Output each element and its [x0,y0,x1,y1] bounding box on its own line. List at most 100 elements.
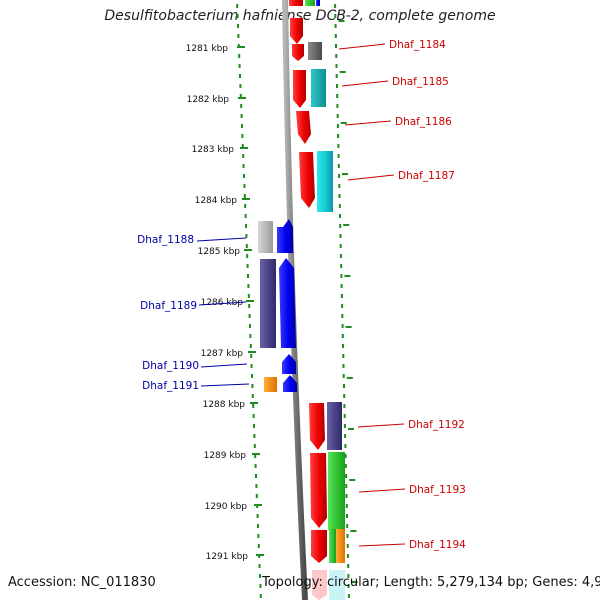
gene-label-dhaf-1184: Dhaf_1184 [389,39,446,51]
ruler-tick [255,484,258,488]
kbp-label: 1288 kbp [203,400,246,410]
ruler-tick [253,424,255,428]
ruler-tick [344,464,347,468]
ruler-tick [347,574,350,578]
ruler-tick [243,194,246,198]
ruler-tick [345,504,348,508]
ruler-major-tick [338,20,345,22]
kbp-label: 1284 kbp [195,196,238,206]
ruler-tick [341,324,344,328]
ruler-tick [336,84,338,88]
ruler-tick [345,484,348,488]
ruler-tick [337,154,340,158]
kbp-label: 1281 kbp [186,44,229,54]
ruler-tick [239,74,241,78]
ruler-major-tick [346,377,353,379]
ruler-tick [236,4,239,8]
ruler-tick [237,34,240,38]
ruler-tick [339,254,342,258]
ruler-tick [338,204,341,208]
kbp-label: 1286 kbp [201,298,244,308]
ruler-tick [344,444,347,448]
ruler-tick [256,514,259,518]
gene-arrow-dhaf-1189 [279,258,296,348]
ruler-tick [245,224,247,228]
gene-feature [329,529,336,563]
kbp-label: 1291 kbp [206,552,249,562]
ruler-tick [247,284,250,288]
ruler-tick [346,554,349,558]
gene-arrow-dhaf-1194 [311,530,327,563]
kbp-tick-1284: 1284 kbp [195,196,250,206]
ruler-tick [259,574,261,578]
ruler-tick [341,314,344,318]
gene-label-dhaf-1190: Dhaf_1190 [142,360,199,372]
ruler-tick [336,114,339,118]
ruler-tick [342,344,344,348]
kbp-tick-1283: 1283 kbp [192,145,248,155]
ruler-tick [347,564,350,568]
accession-label: Accession: NC_011830 [8,575,156,590]
ruler-tick [249,324,251,328]
ruler-tick [252,404,255,408]
ruler-tick [258,564,261,568]
ruler-tick [255,494,258,498]
gene-label-dhaf-1192: Dhaf_1192 [408,419,465,431]
ruler-tick [343,394,346,398]
gene-feature [317,151,333,212]
ruler-tick [246,264,249,268]
ruler-tick [241,134,244,138]
ruler-tick [334,34,337,38]
gene-label-dhaf-1188: Dhaf_1188 [137,234,194,246]
ruler-tick [251,374,253,378]
ruler-tick [336,104,339,108]
ruler-major-tick [345,326,352,328]
kbp-label: 1285 kbp [198,247,241,257]
ruler-tick [344,434,347,438]
ruler-tick [245,244,248,248]
ruler-major-tick [343,224,350,226]
genome-summary: Topology: circular; Length: 5,279,134 bp… [262,575,600,590]
gene-label-dhaf-1191: Dhaf_1191 [142,380,199,392]
gene-feature [328,452,345,530]
kbp-tick-1291: 1291 kbp [206,552,264,562]
ruler-tick [242,164,245,168]
ruler-tick [339,224,342,228]
ruler-tick [257,534,260,538]
ruler-tick [249,334,252,338]
ruler-tick [343,424,346,428]
ruler-tick [340,294,343,298]
ruler-tick [257,544,260,548]
ruler-tick [243,174,245,178]
gene-arrow-dhaf-1185 [293,70,306,108]
ruler-major-tick [344,275,351,277]
ruler-tick [345,474,348,478]
gene-feature [336,529,345,563]
gene-feature [311,69,326,107]
ruler-tick [248,304,251,308]
gene-feature [327,402,342,450]
gene-label-dhaf-1187: Dhaf_1187 [398,170,455,182]
kbp-tick-1285: 1285 kbp [198,247,252,257]
ruler-major-tick [349,479,356,481]
ruler-tick [341,304,344,308]
ruler-tick [259,594,262,598]
gene-label-dhaf-1185: Dhaf_1185 [392,76,449,88]
ruler-tick [337,144,340,148]
ruler-tick [338,184,341,188]
ruler-major-tick [342,173,348,175]
ruler-tick [247,274,249,278]
ruler-tick [241,144,244,148]
ruler-tick [245,234,248,238]
ruler-tick [240,114,243,118]
ruler-tick [243,184,246,188]
ruler-tick [236,14,239,18]
ruler-tick [253,444,256,448]
ruler-tick [343,384,345,388]
gene-labels: Dhaf_1184 Dhaf_1185 Dhaf_1186 Dhaf_1187 … [137,39,466,551]
gene-label-dhaf-1189: Dhaf_1189 [140,300,197,312]
gene-feature [264,377,277,392]
kbp-tick-1281: 1281 kbp [186,44,245,54]
ruler-tick [340,274,343,278]
